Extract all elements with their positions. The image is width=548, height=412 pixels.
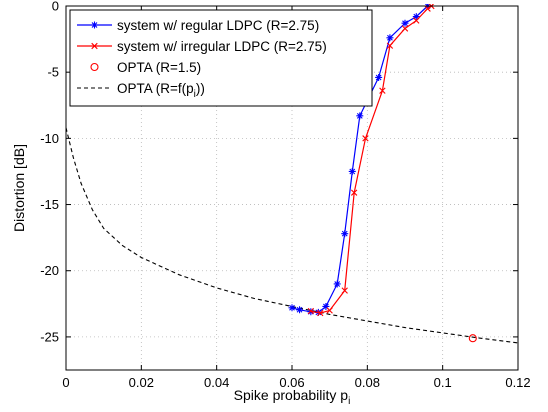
y-tick-label: -10 (40, 131, 59, 146)
data-point-0 (386, 34, 394, 42)
data-point-0 (296, 306, 304, 314)
legend-label-main-1: system w/ irregular LDPC (R=2.75) (117, 39, 327, 54)
data-point-1 (341, 287, 348, 294)
data-point-1 (362, 135, 369, 142)
y-tick-label: -15 (40, 197, 59, 212)
data-point-0 (288, 304, 296, 312)
series-1 (307, 4, 435, 317)
data-point-1 (379, 87, 386, 94)
data-point-0 (401, 19, 409, 27)
data-point-1 (326, 307, 333, 314)
data-point-0 (375, 73, 383, 81)
x-tick-label: 0.08 (355, 375, 380, 390)
legend-label-1: system w/ irregular LDPC (R=2.75) (117, 39, 327, 54)
legend-label-subscript-3: i (194, 89, 196, 100)
x-axis-label-main: Spike probability p (234, 387, 349, 403)
data-point-1 (401, 25, 409, 32)
data-point-1 (350, 189, 358, 196)
legend-marker-2 (90, 62, 99, 72)
data-point-2 (468, 334, 477, 343)
data-point-0 (412, 13, 420, 21)
x-tick-label: 0.12 (505, 375, 530, 390)
legend-label-3: OPTA (R=f(pi)) (117, 81, 205, 100)
x-tick-label: 0.1 (434, 375, 452, 390)
series-3 (66, 127, 518, 344)
series-2 (468, 334, 477, 343)
series-line-3 (66, 127, 518, 344)
legend: system w/ regular LDPC (R=2.75) system w/… (69, 9, 373, 107)
y-tick-label: -20 (40, 263, 59, 278)
plot-area (66, 4, 518, 344)
y-axis-label: Distortion [dB] (11, 144, 27, 232)
data-point-0 (341, 230, 349, 238)
data-point-0 (333, 280, 341, 288)
legend-label-main-0: system w/ regular LDPC (R=2.75) (117, 18, 319, 33)
y-tick-label: -5 (47, 65, 59, 80)
data-point-0 (322, 302, 330, 310)
x-tick-label: 0.04 (204, 375, 229, 390)
legend-marker-0 (91, 21, 98, 29)
y-tick-label: -25 (40, 329, 59, 344)
data-point-1 (413, 17, 420, 24)
legend-box (69, 9, 373, 107)
x-tick-label: 0 (62, 375, 69, 390)
data-point-0 (348, 167, 356, 175)
legend-label-0: system w/ regular LDPC (R=2.75) (117, 18, 319, 33)
legend-label-suffix-3: )) (196, 81, 205, 96)
data-point-1 (307, 307, 315, 315)
data-point-1 (424, 5, 431, 12)
legend-label-main-3: OPTA (R=f(p (117, 81, 194, 96)
x-tick-label: 0.06 (279, 375, 304, 390)
x-axis-label: Spike probability pi (234, 387, 351, 407)
x-axis-label-subscript: i (348, 396, 350, 407)
legend-label-2: OPTA (R=1.5) (117, 60, 201, 75)
data-point-1 (386, 42, 394, 49)
x-tick-label: 0.02 (129, 375, 154, 390)
legend-label-main-2: OPTA (R=1.5) (117, 60, 201, 75)
legend-marker-1 (91, 42, 98, 50)
data-point-0 (356, 112, 364, 120)
axis-ticks: 0 0.02 0.04 0.06 0.08 0.1 0.12 -25 -20 -15 -10 -5 0 (40, 0, 530, 390)
data-point-1 (317, 309, 324, 317)
y-tick-label: 0 (52, 0, 59, 14)
